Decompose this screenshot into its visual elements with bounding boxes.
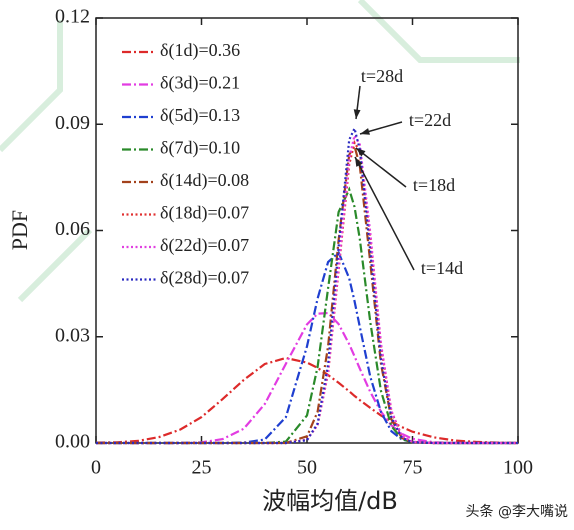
legend-label: δ(14d)=0.08 [160,170,249,191]
y-tick-label: 0.00 [55,431,90,453]
x-tick-label: 75 [403,457,423,479]
arrow-head [355,157,363,167]
annotation: t=28d [361,66,403,86]
legend-label: δ(1d)=0.36 [160,40,240,61]
legend-label: δ(22d)=0.07 [160,235,249,256]
legend-label: δ(18d)=0.07 [160,203,249,224]
y-axis-label: PDF [7,210,32,250]
series-line [96,125,518,445]
legend-label: δ(28d)=0.07 [160,268,249,289]
background-decoration [0,0,520,303]
legend-label: δ(5d)=0.13 [160,105,240,126]
y-tick-label: 0.12 [55,6,90,28]
x-tick-label: 100 [503,457,533,479]
arrow-head [356,148,366,157]
series-line [96,186,518,445]
annotation: t=14d [421,258,463,278]
decor-line [357,0,520,63]
y-tick-label: 0.03 [55,324,90,346]
annotation: t=18d [413,175,455,195]
arrow-head [353,109,361,119]
x-tick-label: 0 [91,457,101,479]
annotation-arrow [354,156,415,271]
legend-label: δ(3d)=0.21 [160,73,240,94]
annotation-arrow [355,147,407,188]
x-tick-label: 25 [192,457,212,479]
annotation: t=22d [409,110,451,130]
legend-label: δ(7d)=0.10 [160,138,240,159]
x-tick-label: 50 [297,457,317,479]
x-axis-label: 波幅均值/dB [262,487,398,515]
series-line [96,311,518,445]
arrow-head [360,128,370,135]
decor-line [17,227,93,303]
y-tick-label: 0.06 [55,218,90,240]
watermark: 头条 @李大嘴说 [466,503,568,520]
y-tick-label: 0.09 [55,112,90,134]
series-line [95,356,519,445]
decor-line [0,20,63,153]
